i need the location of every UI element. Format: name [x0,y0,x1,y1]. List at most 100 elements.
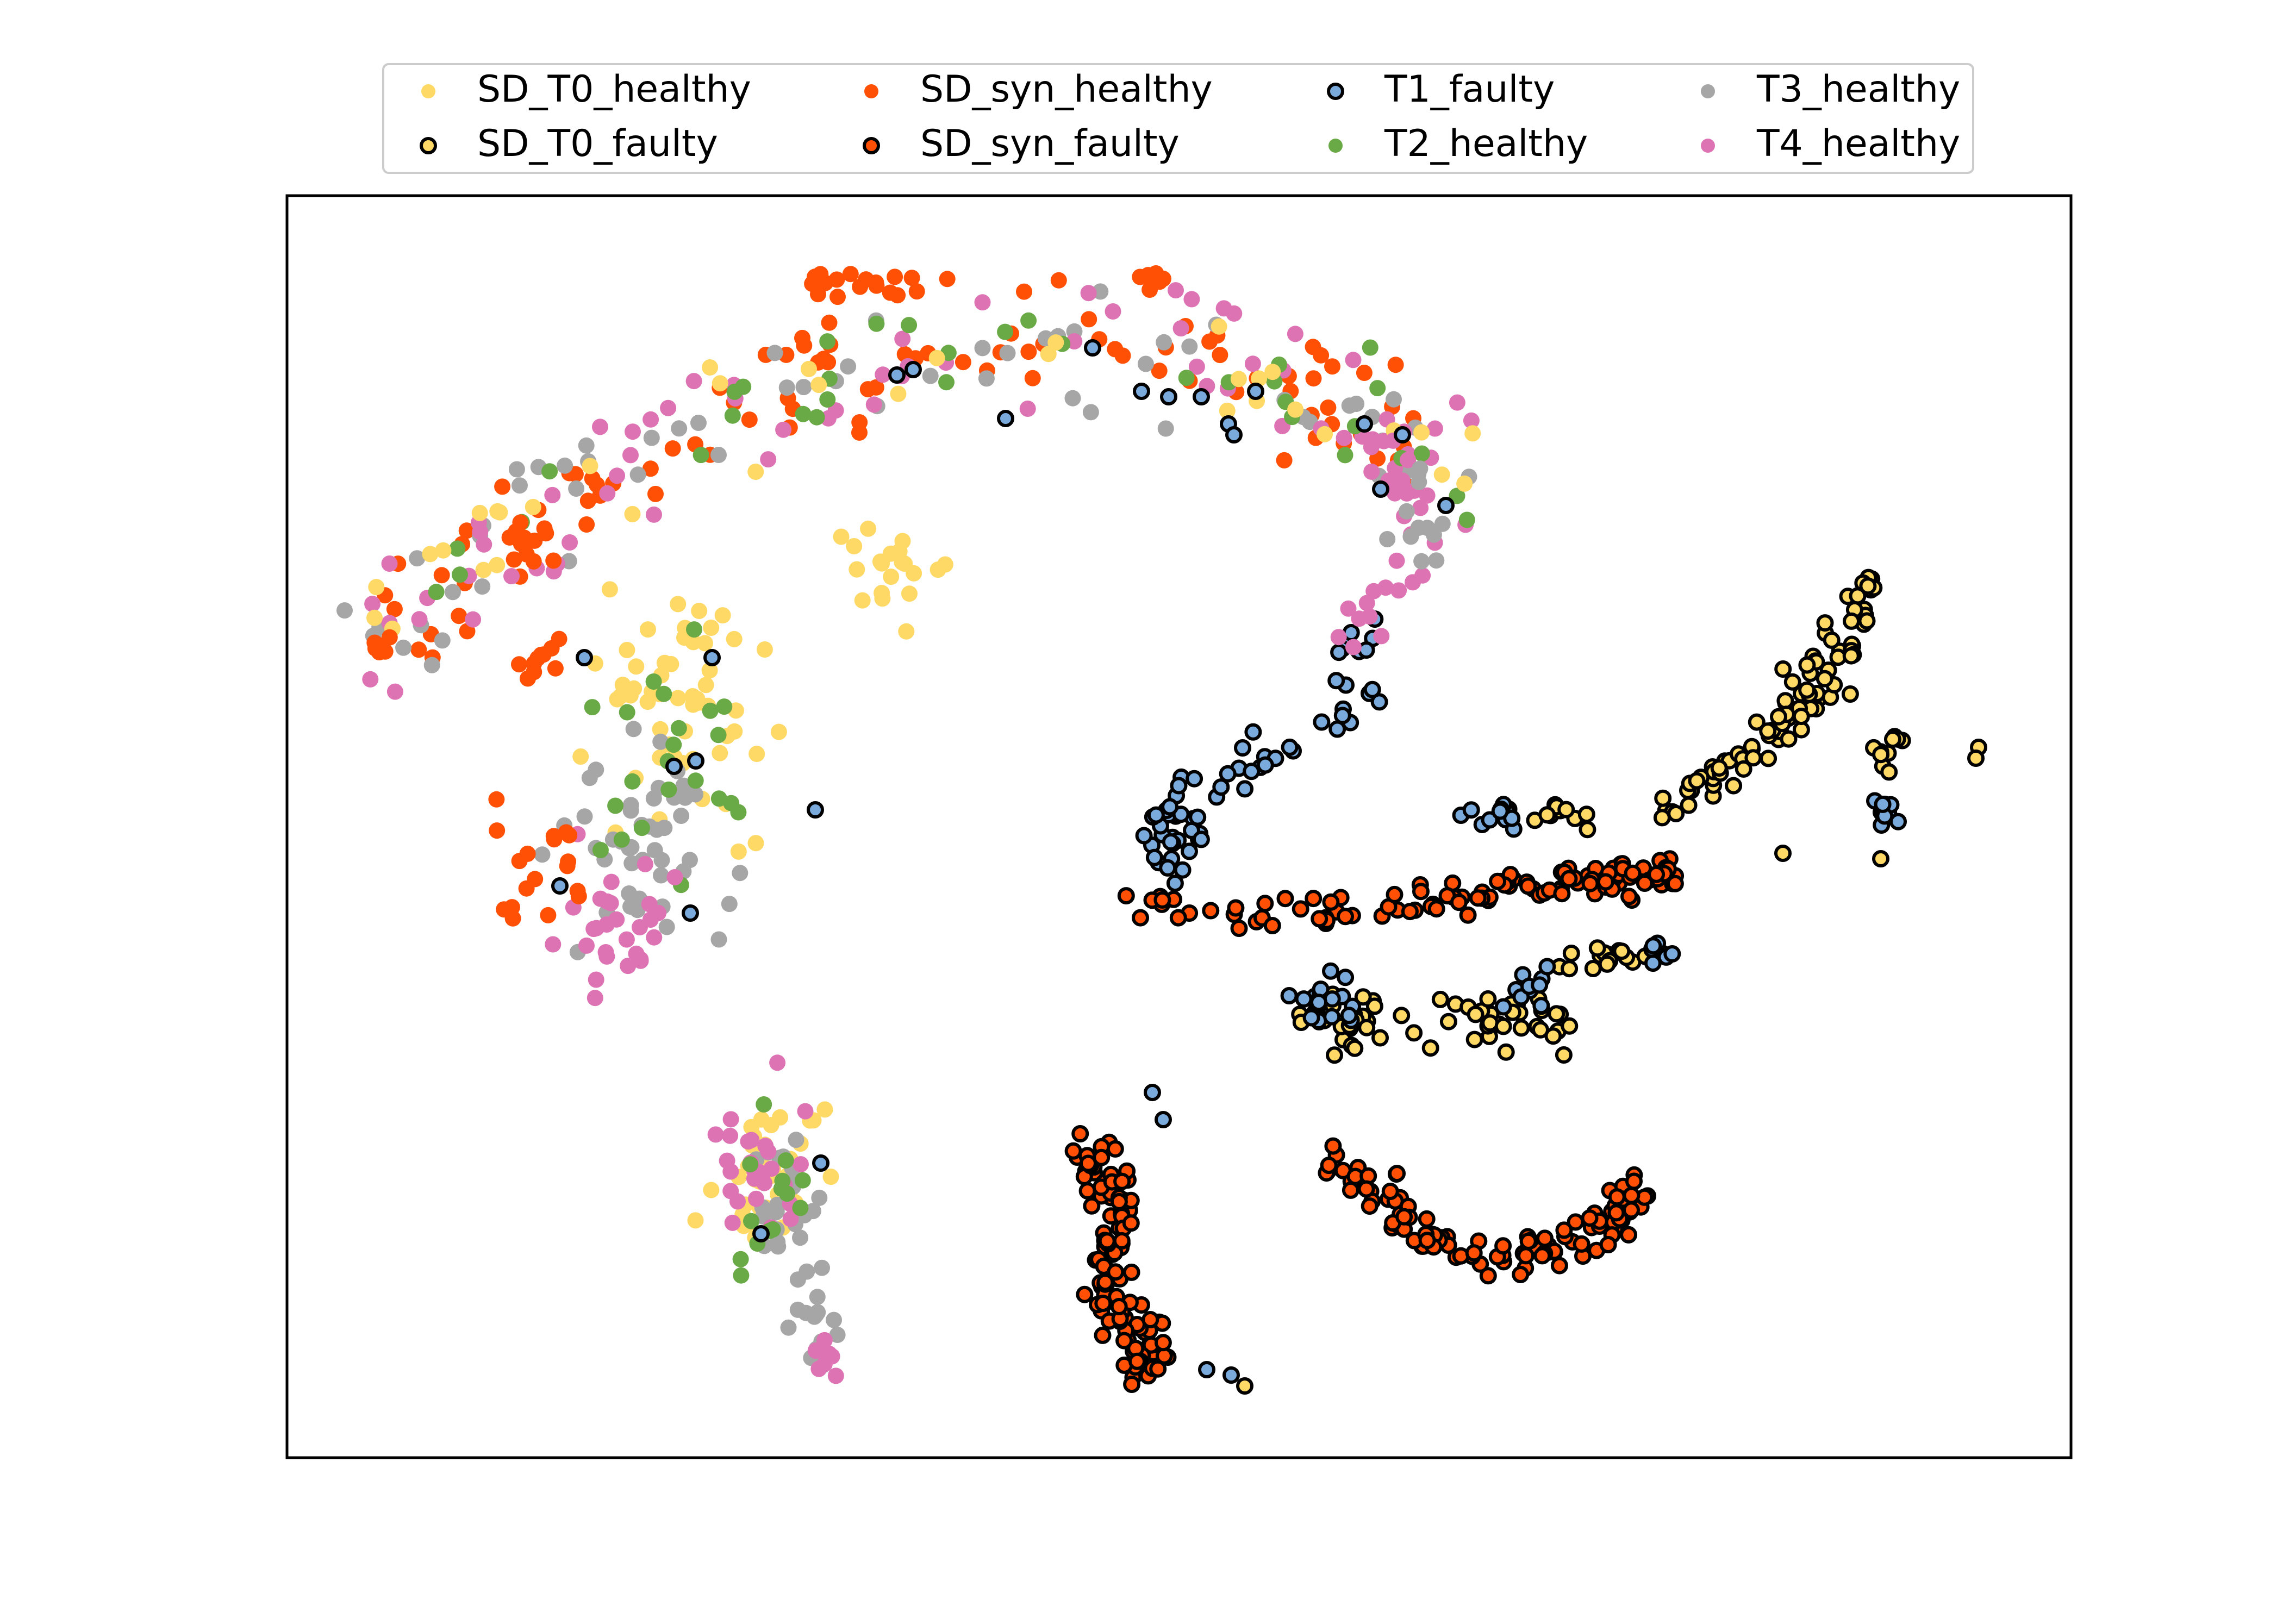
point-t1-faulty [1394,426,1411,444]
point-sd-syn-healthy [642,460,659,477]
point-t4-healthy [641,896,658,913]
point-sd-t0-healthy [822,1169,839,1185]
point-sd-t0-healthy [930,561,946,578]
point-t4-healthy [724,1214,741,1231]
point-t3-healthy [999,345,1016,361]
point-sd-t0-healthy [687,1212,704,1229]
point-sd-t0-faulty [1598,955,1616,973]
point-sd-syn-faulty [1292,900,1309,918]
point-sd-t0-healthy [1040,346,1057,363]
point-t2-healthy [1369,380,1386,397]
point-sd-t0-faulty [1561,1017,1579,1035]
point-sd-t0-faulty [1555,1046,1573,1064]
point-sd-syn-faulty [1132,909,1149,927]
point-t4-healthy [592,890,609,907]
point-t1-faulty [1198,1361,1215,1378]
point-t3-healthy [1157,420,1174,437]
point-sd-t0-healthy [801,360,817,377]
point-sd-syn-faulty [1096,1273,1114,1291]
point-sd-t0-faulty [1967,749,1985,767]
point-sd-t0-healthy [712,745,728,761]
point-t1-faulty [1084,339,1101,357]
point-t2-healthy [619,704,635,721]
legend-marker-sd-syn-healthy [864,84,878,98]
point-sd-t0-healthy [670,596,687,613]
point-t2-healthy [777,1152,794,1169]
point-t2-healthy [592,842,609,858]
point-t4-healthy [740,1133,757,1150]
point-t3-healthy [809,1289,826,1306]
point-sd-syn-faulty [1305,890,1323,908]
point-sd-t0-faulty [1770,708,1787,726]
point-sd-t0-faulty [1512,1019,1530,1037]
point-sd-t0-healthy [685,634,702,651]
point-sd-syn-healthy [1142,282,1158,298]
point-t1-faulty [905,361,922,378]
point-t1-faulty [551,877,569,895]
point-t3-healthy [770,1238,787,1255]
point-sd-t0-faulty [1421,1039,1439,1057]
point-t4-healthy [632,919,648,935]
point-sd-t0-healthy [368,579,385,596]
point-t3-healthy [1434,515,1451,532]
point-sd-t0-healthy [701,662,718,679]
point-sd-syn-faulty [1519,1232,1537,1250]
point-sd-syn-faulty [1154,1334,1172,1352]
point-t3-healthy [622,898,639,915]
point-sd-syn-healthy [1024,370,1041,386]
point-t4-healthy [660,399,677,416]
point-t2-healthy [710,790,727,807]
point-sd-syn-healthy [1151,363,1168,379]
point-sd-syn-faulty [1337,908,1354,926]
point-t4-healthy [1419,487,1436,504]
point-t2-healthy [808,409,825,426]
point-sd-t0-healthy [582,458,598,474]
point-t4-healthy [1361,608,1378,625]
point-sd-syn-healthy [1155,270,1171,287]
point-sd-t0-faulty [1479,990,1497,1008]
point-sd-t0-faulty [1744,749,1762,767]
point-t4-healthy [643,411,659,428]
legend-label-sd-syn-healthy: SD_syn_healthy [920,68,1213,111]
point-sd-syn-healthy [820,354,837,371]
point-t3-healthy [474,578,491,595]
point-t1-faulty [1340,1007,1358,1025]
point-t3-healthy [710,447,727,463]
legend-marker-t3-healthy [1701,84,1715,98]
point-t2-healthy [710,727,727,744]
point-t2-healthy [726,383,743,400]
point-sd-syn-faulty [1076,1285,1094,1303]
point-t4-healthy [588,971,604,988]
point-t1-faulty [1243,763,1261,780]
point-sd-t0-faulty [1371,1029,1389,1047]
point-sd-syn-healthy [1324,358,1340,375]
point-sd-syn-faulty [1110,1192,1128,1210]
point-t4-healthy [1400,452,1417,469]
point-t4-healthy [1358,595,1375,611]
point-t3-healthy [622,802,639,819]
point-sd-syn-healthy [512,514,529,531]
legend: SD_T0_healthy SD_T0_faulty SD_syn_health… [382,63,1974,174]
point-sd-syn-healthy [519,845,536,862]
point-sd-syn-faulty [1078,1182,1096,1200]
point-sd-t0-faulty [1798,656,1816,674]
point-sd-t0-healthy [609,691,626,708]
point-sd-syn-healthy [1081,311,1097,328]
plot-frame [285,194,2073,1459]
point-t4-healthy [707,1126,724,1143]
point-t3-healthy [788,1132,804,1148]
point-t4-healthy [894,330,911,347]
point-sd-syn-faulty [1469,889,1487,907]
point-sd-syn-healthy [1276,452,1293,469]
point-sd-syn-healthy [561,827,578,844]
point-sd-syn-faulty [1169,909,1187,927]
point-t4-healthy [722,1111,739,1128]
point-sd-syn-healthy [1313,347,1330,364]
point-sd-t0-healthy [628,658,645,675]
point-sd-syn-healthy [903,270,920,286]
point-sd-syn-healthy [511,656,527,673]
point-t4-healthy [827,1367,844,1384]
point-t4-healthy [1168,282,1184,299]
point-t1-faulty [1256,756,1274,774]
point-sd-syn-healthy [488,791,505,808]
